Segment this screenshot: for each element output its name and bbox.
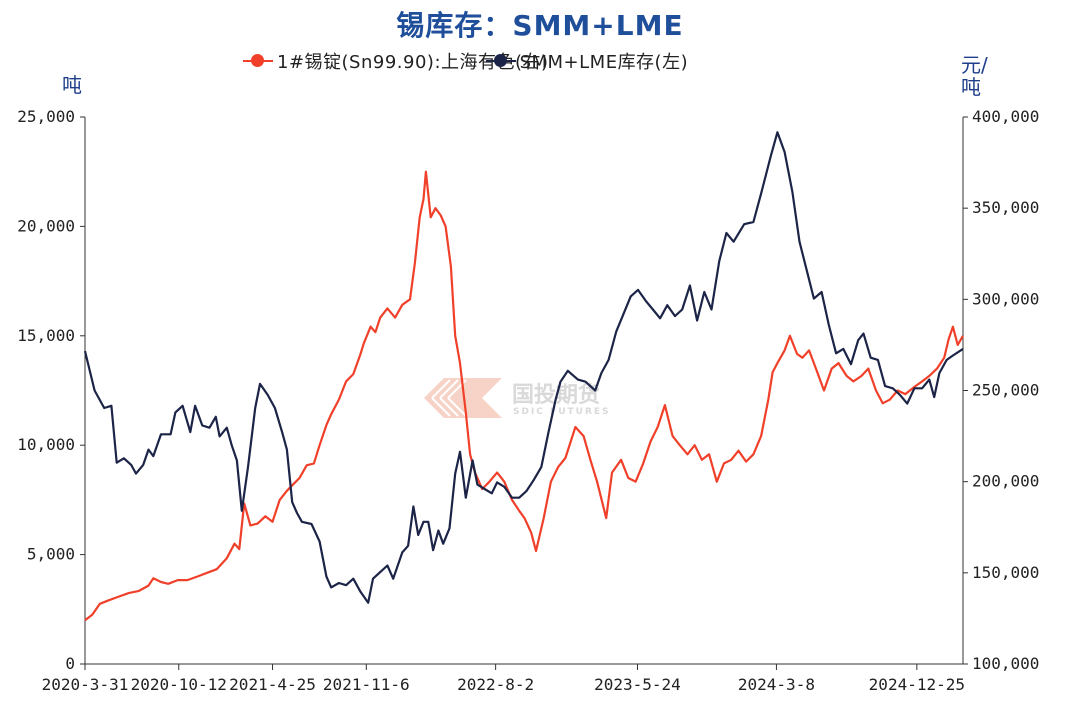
watermark-sub: SDIC FUTURES xyxy=(513,407,611,417)
legend-inventory-marker xyxy=(485,51,516,71)
chart-legend: 1#锡锭(Sn99.90):上海有色(右) SMM+LME库存(左) xyxy=(243,49,688,73)
left-axis-tick-label: 10,000 xyxy=(17,435,75,454)
right-axis-tick-label: 250,000 xyxy=(972,381,1039,400)
x-axis-tick-label: 2024-3-8 xyxy=(738,675,815,694)
chart-title: 锡库存：SMM+LME xyxy=(396,9,684,42)
left-axis-tick-label: 5,000 xyxy=(27,545,75,564)
x-axis-tick-label: 2024-12-25 xyxy=(869,675,965,694)
x-axis-tick-label: 2021-11-6 xyxy=(323,675,410,694)
x-axis-tick-label: 2020-3-31 xyxy=(42,675,129,694)
left-axis-tick-label: 20,000 xyxy=(17,216,75,235)
legend-price-label: 1#锡锭(Sn99.90):上海有色(右) xyxy=(277,52,549,73)
left-axis-unit: 吨 xyxy=(62,73,82,97)
x-axis-tick-label: 2020-10-12 xyxy=(131,675,227,694)
left-axis-tick-label: 15,000 xyxy=(17,326,75,345)
left-axis-tick-label: 0 xyxy=(65,654,75,673)
right-axis-tick-label: 150,000 xyxy=(972,563,1039,582)
right-axis-unit: 元/吨 xyxy=(961,53,988,99)
inventory-series-line xyxy=(83,131,964,604)
legend-inventory-label: SMM+LME库存(左) xyxy=(519,52,689,73)
x-axis-tick-label: 2023-5-24 xyxy=(594,675,681,694)
right-axis-tick-label: 400,000 xyxy=(972,107,1039,126)
watermark: 国投期货 SDIC FUTURES xyxy=(424,378,611,418)
price-series-line xyxy=(84,170,964,622)
right-axis-tick-label: 350,000 xyxy=(972,198,1039,217)
x-axis-tick-label: 2021-4-25 xyxy=(229,675,316,694)
left-axis-tick-label: 25,000 xyxy=(17,107,75,126)
right-axis-tick-label: 100,000 xyxy=(972,654,1039,673)
right-axis-tick-label: 300,000 xyxy=(972,289,1039,308)
legend-price-marker xyxy=(243,51,273,71)
right-axis-tick-label: 200,000 xyxy=(972,472,1039,491)
x-axis-tick-label: 2022-8-2 xyxy=(457,675,534,694)
